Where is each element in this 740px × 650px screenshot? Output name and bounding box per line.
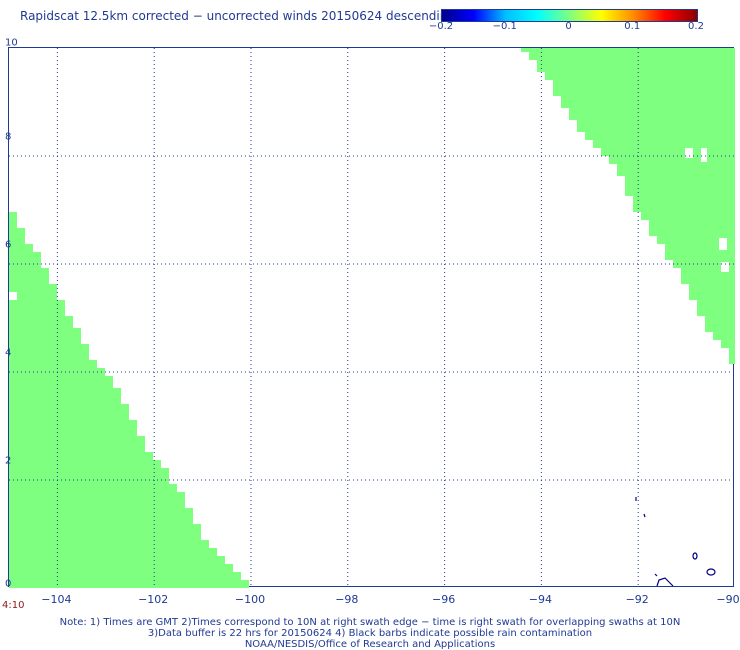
x-tick-label: −100 <box>234 593 266 606</box>
colorbar-tick-label: 0.1 <box>624 21 641 32</box>
island-marker <box>654 573 658 577</box>
x-tick-label: −96 <box>431 593 456 606</box>
island-coastline <box>692 552 698 560</box>
map-title: Rapidscat 12.5km corrected − uncorrected… <box>20 9 455 23</box>
swath-left <box>9 212 249 588</box>
map-svg <box>9 48 735 588</box>
x-tick-label: −94 <box>528 593 552 606</box>
y-tick-label: 8 <box>5 131 12 143</box>
swath-right <box>521 48 735 364</box>
colorbar-tick-label: 0.2 <box>688 21 704 32</box>
y-tick-label: 10 <box>5 37 18 49</box>
x-tick-label: −104 <box>41 593 72 606</box>
colorbar-tick-label: 0 <box>565 21 572 32</box>
note-line-3: NOAA/NESDIS/Office of Research and Appli… <box>244 639 496 650</box>
swath-time-label: 4:10 <box>2 600 25 611</box>
swath-gap <box>701 148 707 162</box>
y-tick-label: 6 <box>5 239 12 251</box>
map-plot-area[interactable] <box>8 47 735 588</box>
y-tick-label: 4 <box>5 347 12 359</box>
colorbar <box>441 9 698 22</box>
island-coastline <box>706 568 716 576</box>
y-tick-label: 2 <box>5 455 12 467</box>
x-tick-label: −92 <box>625 593 649 606</box>
x-tick-label: −102 <box>138 593 169 606</box>
swath-gap <box>9 292 17 300</box>
island-marker <box>643 513 646 518</box>
island-coastline <box>656 577 674 587</box>
colorbar-tick-label: −0.1 <box>492 21 517 32</box>
swath-gap <box>685 148 693 158</box>
x-tick-label: −90 <box>716 593 740 606</box>
note-line-1: Note: 1) Times are GMT 2)Times correspon… <box>59 617 681 628</box>
x-tick-label: −98 <box>335 593 359 606</box>
swath-gap <box>721 262 729 272</box>
y-tick-label: 0 <box>5 578 12 590</box>
note-line-2: 3)Data buffer is 22 hrs for 20150624 4) … <box>147 628 593 639</box>
colorbar-tick-label: −0.2 <box>428 21 454 32</box>
swath-gap <box>719 238 727 250</box>
